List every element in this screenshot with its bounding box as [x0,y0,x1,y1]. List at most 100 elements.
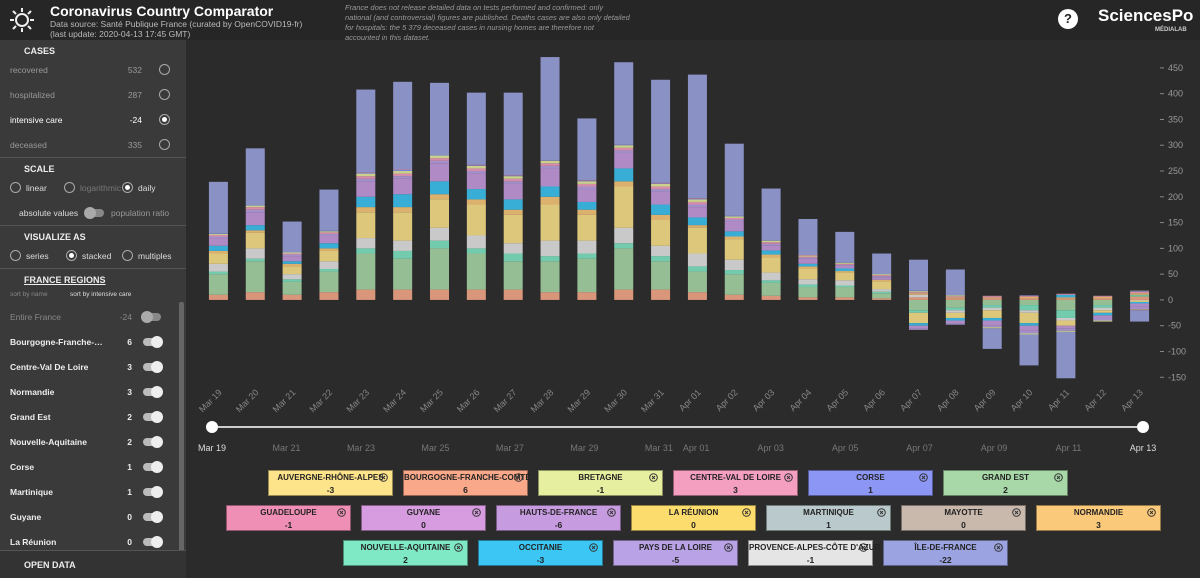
bar-segment [540,292,560,300]
region-toggle[interactable] [143,511,163,523]
legend-chip[interactable]: PROVENCE-ALPES-CÔTE D'AZUR -1 [748,540,880,566]
view-radio[interactable] [10,250,21,261]
chip-remove[interactable] [742,508,751,517]
chip-value: 3 [733,485,738,495]
legend-chip[interactable]: PAYS DE LA LOIRE -5 [613,540,738,566]
view-radio[interactable] [122,250,133,261]
bar-segment [393,212,413,241]
case-radio[interactable] [159,114,170,125]
chip-remove[interactable] [919,473,928,482]
chip-remove[interactable] [724,543,733,552]
legend-chip[interactable]: GRAND EST 2 [943,470,1068,496]
bar-segment [614,150,634,153]
region-toggle[interactable] [143,536,163,548]
case-label[interactable]: deceased [10,140,47,150]
chart: -150 -100 -50 0 50 100 150 200 250 300 350 400 450 Ma… [197,57,1186,453]
chip-remove[interactable] [589,543,598,552]
case-radio[interactable] [159,64,170,75]
bar-segment [1130,293,1150,295]
bar-segment [798,255,818,256]
bar-segment [651,186,671,190]
legend-chip[interactable]: OCCITANIE -3 [478,540,603,566]
chip-remove[interactable] [454,543,463,552]
bar-segment [724,239,744,260]
legend-chip[interactable]: LA RÉUNION 0 [631,505,756,531]
section-title[interactable]: FRANCE REGIONS [0,268,186,290]
chip-remove[interactable] [379,473,388,482]
bar-segment [245,258,265,262]
bar-segment [614,186,634,228]
bar-segment [503,243,523,254]
sort-option[interactable]: sort by name [10,291,48,298]
scale-label[interactable]: daily [138,183,156,193]
view-label[interactable]: stacked [82,251,112,261]
region-toggle[interactable] [143,461,163,473]
scale-toggle[interactable] [84,207,104,219]
legend-chip[interactable]: HAUTS-DE-FRANCE -6 [496,505,621,531]
help-button[interactable]: ? [1058,9,1078,29]
scale-radio[interactable] [10,182,21,193]
legend-chip[interactable]: CORSE 1 [808,470,933,496]
legend-chip[interactable]: BRETAGNE -1 [538,470,663,496]
region-toggle[interactable] [143,361,163,373]
region-toggle[interactable] [141,311,161,323]
x-tick-label: Apr 08 [935,387,961,413]
case-radio[interactable] [159,89,170,100]
legend-chip[interactable]: NOUVELLE-AQUITAINE 2 [343,540,468,566]
case-label[interactable]: recovered [10,65,48,75]
legend-chip[interactable]: MAYOTTE 0 [901,505,1026,531]
legend-chip[interactable]: CENTRE-VAL DE LOIRE 3 [673,470,798,496]
slider-handle[interactable] [206,421,218,433]
slider-handle[interactable] [1137,421,1149,433]
bar-segment [724,216,744,218]
view-label[interactable]: series [26,251,49,261]
region-toggle[interactable] [143,411,163,423]
legend-chip[interactable]: BOURGOGNE-FRANCHE-COMTÉ 6 [403,470,531,496]
case-radio[interactable] [159,139,170,150]
region-toggle[interactable] [143,436,163,448]
case-label[interactable]: intensive care [10,115,63,125]
chip-remove[interactable] [1054,473,1063,482]
legend-chip[interactable]: GUADELOUPE -1 [226,505,351,531]
bar-segment [356,89,376,173]
region-value: 1 [127,487,132,497]
bar-segment [577,181,597,184]
legend-chip[interactable]: MARTINIQUE 1 [766,505,891,531]
chip-remove[interactable] [472,508,481,517]
chip-remove[interactable] [337,508,346,517]
legend-chip[interactable]: GUYANE 0 [361,505,486,531]
bar-segment [1019,305,1039,311]
sort-option[interactable]: sort by intensive care [70,291,132,298]
scale-radio[interactable] [122,182,133,193]
scale-label[interactable]: linear [26,183,47,193]
chip-remove[interactable] [1147,508,1156,517]
chip-remove[interactable] [514,473,523,482]
chip-remove[interactable] [994,543,1003,552]
region-label: La Réunion [10,537,57,547]
region-toggle[interactable] [143,336,163,348]
region-toggle[interactable] [143,486,163,498]
bar-segment [393,81,413,170]
bar-segment [503,176,523,179]
chip-remove[interactable] [1012,508,1021,517]
case-label[interactable]: hospitalized [10,90,55,100]
open-data[interactable]: OPEN DATA [0,550,186,578]
legend-chip[interactable]: ÎLE-DE-FRANCE -22 [883,540,1008,566]
chip-remove[interactable] [607,508,616,517]
bar-segment [614,144,634,146]
bar-segment [208,253,228,264]
scale-radio[interactable] [64,182,75,193]
chip-remove[interactable] [784,473,793,482]
chip-name: OCCITANIE [518,543,563,552]
legend-chip[interactable]: NORMANDIE 3 [1036,505,1161,531]
view-label[interactable]: multiples [138,251,172,261]
view-radio[interactable] [66,250,77,261]
bar-segment [945,307,965,311]
scale-label[interactable]: logarithmic [80,183,122,193]
chip-remove[interactable] [649,473,658,482]
bar-segment [724,236,744,240]
chip-remove[interactable] [859,543,868,552]
chip-remove[interactable] [877,508,886,517]
legend-chip[interactable]: AUVERGNE-RHÔNE-ALPES -3 [268,470,393,496]
region-toggle[interactable] [143,386,163,398]
